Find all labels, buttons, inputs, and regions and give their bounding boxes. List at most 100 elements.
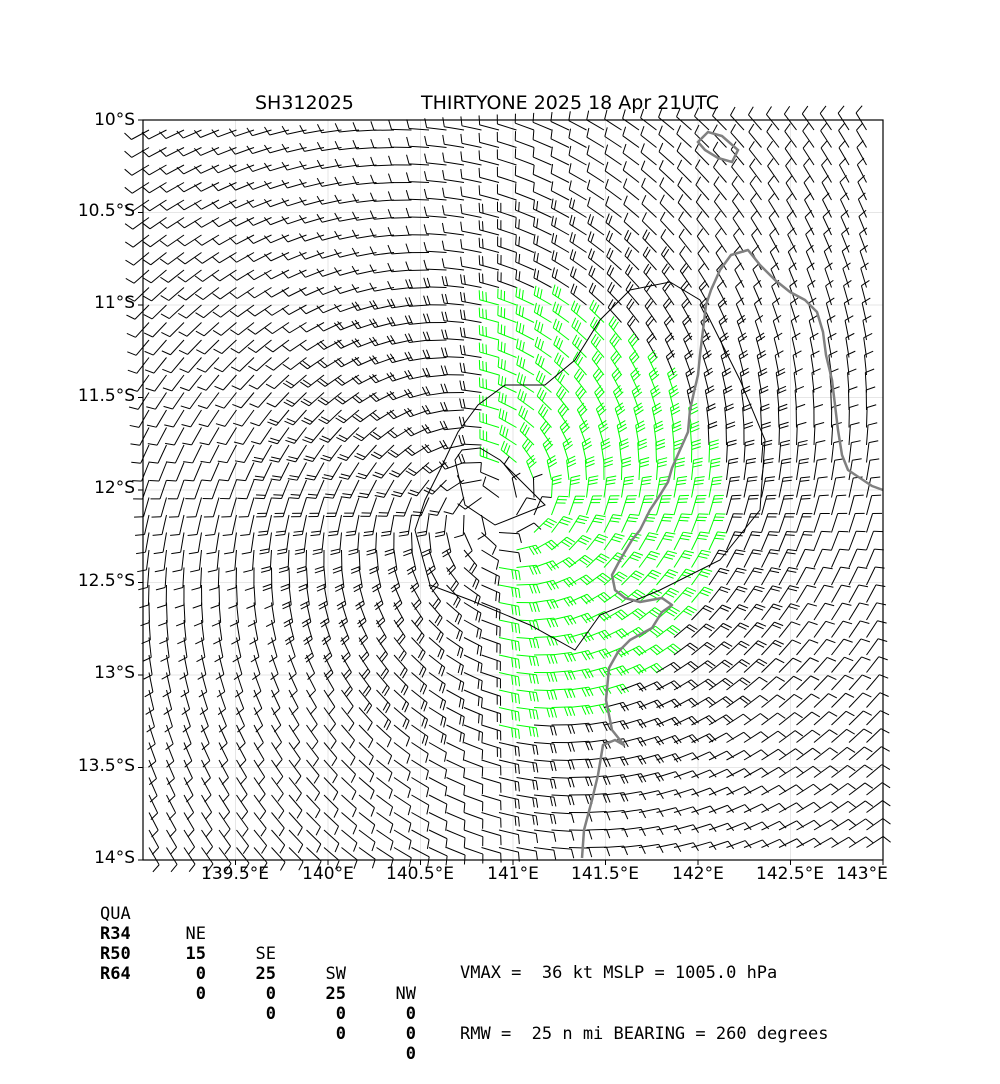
wind-barb — [674, 514, 691, 533]
wind-barb — [479, 150, 499, 165]
wind-barb — [268, 428, 289, 444]
wind-barb — [744, 514, 760, 533]
wind-barb — [219, 463, 237, 481]
wind-barb — [639, 533, 658, 550]
wind-barb — [517, 584, 540, 593]
wind-barb — [479, 203, 499, 218]
wind-barb — [499, 795, 519, 809]
wind-barb — [606, 231, 621, 253]
wind-barb — [304, 445, 324, 461]
wind-barb — [360, 498, 376, 517]
wind-barb — [642, 178, 657, 200]
wind-barb — [461, 116, 482, 130]
wind-barb — [255, 480, 272, 499]
wind-barb — [461, 134, 482, 148]
wind-barb — [762, 622, 784, 637]
wind-barb — [639, 476, 652, 497]
wind-barb — [623, 127, 639, 148]
wind-barb — [198, 393, 219, 409]
wind-barb — [709, 605, 731, 620]
wind-barb — [253, 463, 271, 481]
wind-barb — [497, 115, 516, 130]
wind-barb — [762, 550, 780, 568]
wind-barb — [709, 514, 725, 533]
wind-barb — [125, 183, 149, 194]
wind-barb — [832, 639, 853, 655]
wind-barb — [499, 392, 517, 410]
wind-barb — [641, 126, 657, 147]
wind-barb — [588, 214, 604, 235]
wind-barb — [867, 657, 888, 673]
wind-barb — [639, 551, 660, 567]
wind-barb — [480, 412, 499, 427]
wind-barb — [552, 558, 576, 568]
wind-barb — [295, 533, 307, 555]
wind-barb — [516, 304, 534, 322]
wind-barb — [399, 515, 412, 536]
wind-barb — [148, 428, 167, 446]
wind-barb — [553, 319, 569, 340]
wind-barb — [454, 515, 464, 538]
wind-barb — [849, 675, 871, 690]
wind-barb — [447, 708, 465, 727]
radius-value: 0 — [300, 1004, 346, 1024]
wind-barb — [832, 495, 847, 515]
wind-barb — [381, 515, 394, 536]
wind-barb — [534, 251, 552, 270]
wind-barb — [377, 813, 393, 834]
wind-barb — [479, 308, 499, 323]
radius-value: 0 — [370, 1024, 416, 1044]
wind-barb — [727, 550, 746, 568]
wind-barb — [497, 132, 516, 148]
wind-barb — [204, 498, 219, 518]
wind-barb — [293, 515, 307, 536]
wind-barb — [534, 286, 551, 305]
wind-barb — [515, 148, 534, 165]
wind-barb — [797, 622, 818, 638]
wind-barb — [338, 445, 359, 461]
wind-barb — [534, 234, 552, 252]
wind-barb — [464, 848, 483, 864]
wind-barb — [624, 196, 639, 218]
radius-value: 0 — [230, 984, 276, 1004]
wind-barb — [498, 271, 517, 287]
wind-barb — [516, 235, 534, 252]
wind-barb — [464, 760, 483, 777]
storm-id: SH312025 — [255, 92, 354, 114]
wind-barb — [385, 533, 394, 556]
wind-barb — [867, 531, 883, 550]
wind-barb — [234, 428, 254, 445]
wind-barb — [125, 235, 149, 247]
wind-barb — [498, 358, 516, 375]
wind-barb — [464, 813, 483, 829]
wind-barb — [479, 185, 499, 200]
island-coastline — [698, 132, 738, 162]
wind-barb — [133, 480, 149, 499]
radius-value: 15 — [160, 944, 206, 964]
wind-barb — [797, 531, 814, 550]
wind-barb — [180, 375, 201, 391]
wind-barb — [242, 533, 254, 554]
wind-barb — [657, 514, 674, 532]
wind-barb — [391, 480, 411, 497]
wind-barb — [517, 372, 534, 392]
wind-barb — [517, 830, 538, 843]
wind-barb — [814, 603, 834, 620]
wind-barb — [797, 495, 812, 515]
wind-barb — [479, 377, 499, 392]
wind-barb — [849, 657, 870, 673]
wind-barb — [533, 200, 551, 218]
wind-barb — [235, 445, 254, 463]
wind-barb — [342, 813, 357, 835]
wind-barb — [267, 410, 289, 425]
wind-barb — [482, 638, 501, 654]
wind-barb — [498, 254, 517, 270]
wind-barb — [582, 438, 592, 462]
wind-barb — [832, 513, 848, 532]
wind-barb — [394, 778, 410, 798]
wind-barb — [498, 375, 516, 393]
wind-barb — [569, 475, 580, 497]
wind-barb — [302, 428, 324, 443]
wind-barb — [359, 795, 374, 817]
wind-barb — [499, 830, 519, 844]
